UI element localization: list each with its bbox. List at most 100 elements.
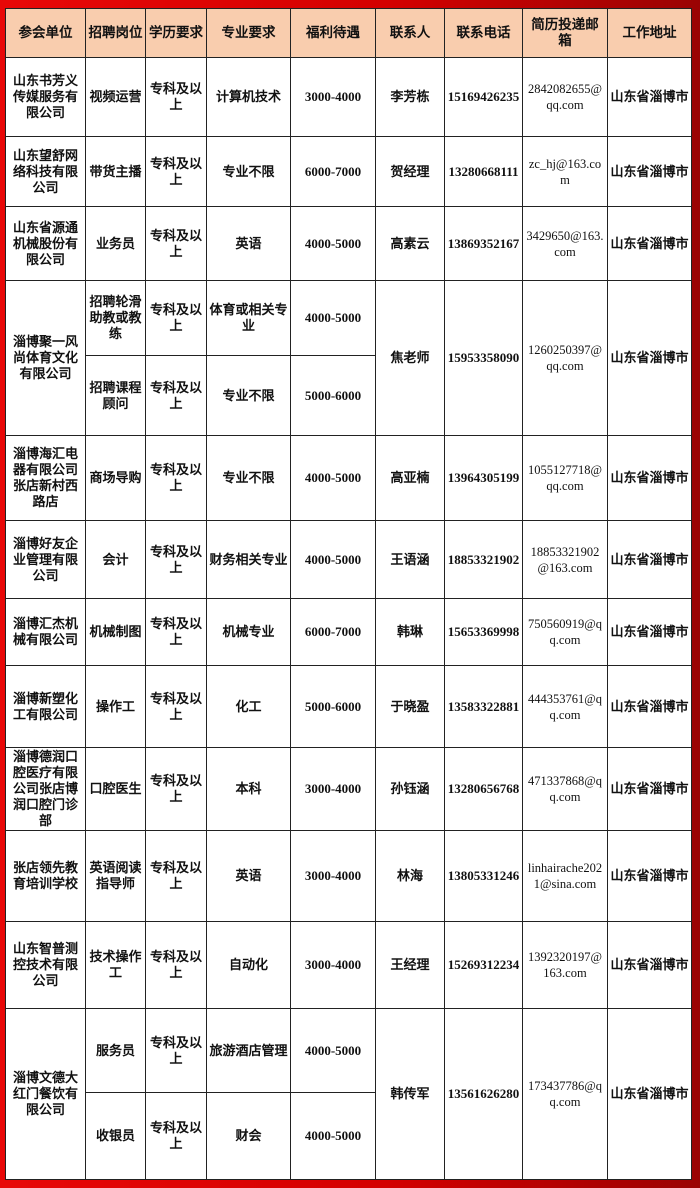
major-requirement: 英语 [206,206,291,281]
table-row: 山东书芳义传媒服务有限公司 视频运营 专科及以上 计算机技术 3000-4000 李芳栋 1… [5,57,692,137]
work-address: 山东省淄博市 [607,136,692,207]
resume-email: 1260250397@qq.com [522,280,608,436]
contact-phone: 15169426235 [444,57,523,137]
job-fair-table: 参会单位 招聘岗位 学历要求 专业要求 福利待遇 联系人 联系电话 简历投递邮箱 工作地址 山东… [5,8,692,1180]
major-requirement: 自动化 [206,921,291,1009]
position-title: 业务员 [85,206,146,281]
salary: 5000-6000 [290,355,376,436]
position-title: 机械制图 [85,598,146,666]
contact-person: 孙钰涵 [375,747,445,831]
position-title: 视频运营 [85,57,146,137]
table-row: 山东望舒网络科技有限公司 带货主播 专科及以上 专业不限 6000-7000 贺经理 132… [5,136,692,207]
major-requirement: 财务相关专业 [206,520,291,599]
education-requirement: 专科及以上 [145,1092,207,1180]
resume-email: 471337868@qq.com [522,747,608,831]
position-title: 招聘课程顾问 [85,355,146,436]
contact-person: 韩传军 [375,1008,445,1180]
education-requirement: 专科及以上 [145,520,207,599]
header-phone: 联系电话 [444,8,523,58]
position-title: 英语阅读指导师 [85,830,146,922]
company-name: 山东望舒网络科技有限公司 [5,136,86,207]
table-row: 收银员 专科及以上 财会 4000-5000 [6,1092,692,1180]
table-row: 山东省源通机械股份有限公司 业务员 专科及以上 英语 4000-5000 高素云 13869… [5,206,692,281]
resume-email: 1055127718@qq.com [522,435,608,521]
work-address: 山东省淄博市 [607,435,692,521]
major-requirement: 计算机技术 [206,57,291,137]
salary: 4000-5000 [290,520,376,599]
work-address: 山东省淄博市 [607,520,692,599]
position-title: 操作工 [85,665,146,748]
company-name: 张店领先教育培训学校 [5,830,86,922]
resume-email: zc_hj@163.com [522,136,608,207]
position-title: 收银员 [85,1092,146,1180]
major-requirement: 体育或相关专业 [206,280,291,356]
contact-person: 于晓盈 [375,665,445,748]
table-row: 张店领先教育培训学校 英语阅读指导师 专科及以上 英语 3000-4000 林海 13805… [5,830,692,922]
position-title: 会计 [85,520,146,599]
salary: 6000-7000 [290,136,376,207]
work-address: 山东省淄博市 [607,830,692,922]
resume-email: 173437786@qq.com [522,1008,608,1180]
education-requirement: 专科及以上 [145,1008,207,1093]
education-requirement: 专科及以上 [145,665,207,748]
resume-email: 444353761@qq.com [522,665,608,748]
company-name: 淄博汇杰机械有限公司 [5,598,86,666]
education-requirement: 专科及以上 [145,57,207,137]
table-row: 淄博海汇电器有限公司张店新村西路店 商场导购 专科及以上 专业不限 4000-5000 高… [5,435,692,521]
company-name: 淄博新塑化工有限公司 [5,665,86,748]
major-requirement: 专业不限 [206,136,291,207]
contact-person: 林海 [375,830,445,922]
education-requirement: 专科及以上 [145,136,207,207]
contact-phone: 13280668111 [444,136,523,207]
salary: 6000-7000 [290,598,376,666]
position-title: 招聘轮滑助教或教练 [85,280,146,356]
resume-email: 18853321902@163.com [522,520,608,599]
salary: 4000-5000 [290,280,376,356]
resume-email: 750560919@qq.com [522,598,608,666]
major-requirement: 旅游酒店管理 [206,1008,291,1093]
salary: 4000-5000 [290,435,376,521]
header-contact: 联系人 [375,8,445,58]
salary: 4000-5000 [290,1008,376,1093]
work-address: 山东省淄博市 [607,921,692,1009]
salary: 3000-4000 [290,57,376,137]
contact-person: 王语涵 [375,520,445,599]
salary: 4000-5000 [290,1092,376,1180]
company-name: 淄博德润口腔医疗有限公司张店博润口腔门诊部 [5,747,86,831]
company-name: 淄博聚一风尚体育文化有限公司 [5,280,86,436]
contact-phone: 13561626280 [444,1008,523,1180]
major-requirement: 财会 [206,1092,291,1180]
contact-phone: 15269312234 [444,921,523,1009]
work-address: 山东省淄博市 [607,57,692,137]
company-name: 淄博文德大红门餐饮有限公司 [5,1008,86,1180]
contact-phone: 13805331246 [444,830,523,922]
contact-person: 王经理 [375,921,445,1009]
contact-person: 高素云 [375,206,445,281]
salary: 4000-5000 [290,206,376,281]
table-row: 山东智普测控技术有限公司 技术操作工 专科及以上 自动化 3000-4000 王经理 152… [5,921,692,1009]
contact-phone: 18853321902 [444,520,523,599]
position-title: 商场导购 [85,435,146,521]
education-requirement: 专科及以上 [145,206,207,281]
company-name: 淄博好友企业管理有限公司 [5,520,86,599]
work-address: 山东省淄博市 [607,598,692,666]
major-requirement: 本科 [206,747,291,831]
salary: 5000-6000 [290,665,376,748]
table-row: 淄博文德大红门餐饮有限公司 服务员 专科及以上 旅游酒店管理 4000-5000 韩传军 1… [5,1008,692,1180]
contact-phone: 13869352167 [444,206,523,281]
resume-email: 2842082655@qq.com [522,57,608,137]
contact-person: 韩琳 [375,598,445,666]
work-address: 山东省淄博市 [607,280,692,436]
contact-phone: 13583322881 [444,665,523,748]
company-name: 山东书芳义传媒服务有限公司 [5,57,86,137]
header-email: 简历投递邮箱 [522,8,608,58]
contact-person: 焦老师 [375,280,445,436]
education-requirement: 专科及以上 [145,830,207,922]
table-row: 淄博汇杰机械有限公司 机械制图 专科及以上 机械专业 6000-7000 韩琳 156533… [5,598,692,666]
table-row: 淄博新塑化工有限公司 操作工 专科及以上 化工 5000-6000 于晓盈 13583322… [5,665,692,748]
header-position: 招聘岗位 [85,8,146,58]
salary: 3000-4000 [290,747,376,831]
position-title: 服务员 [85,1008,146,1093]
header-row: 参会单位 招聘岗位 学历要求 专业要求 福利待遇 联系人 联系电话 简历投递邮箱 工作地址 [5,8,692,58]
company-name: 淄博海汇电器有限公司张店新村西路店 [5,435,86,521]
